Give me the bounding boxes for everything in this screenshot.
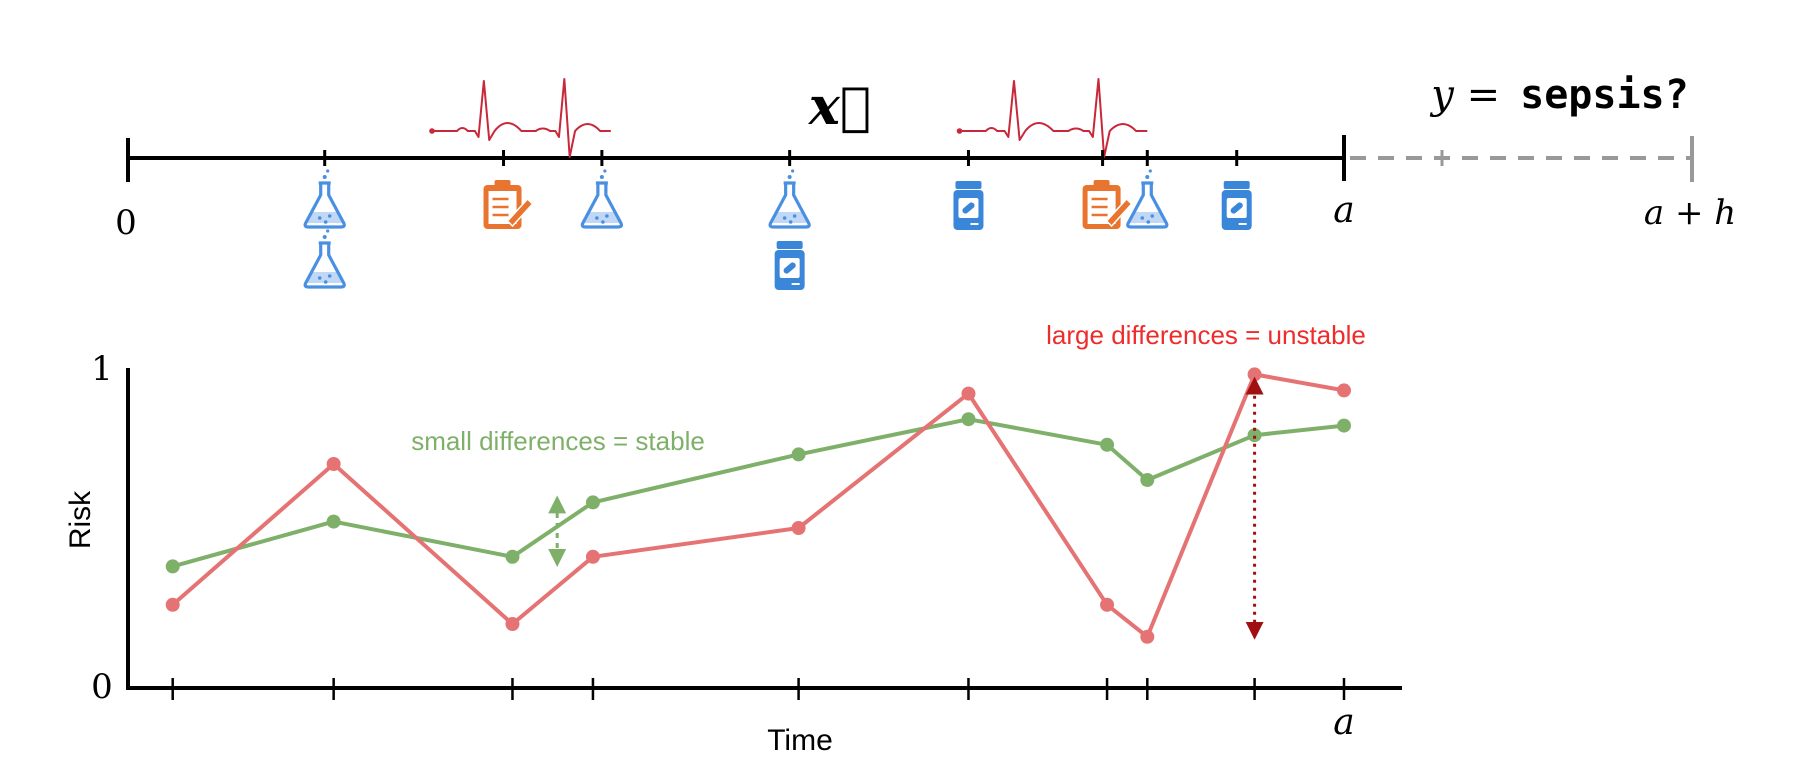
x-axis-end-label: a xyxy=(1333,702,1354,743)
data-point xyxy=(791,447,806,462)
input-vector-label: x⃗ xyxy=(808,76,871,137)
series xyxy=(165,367,1351,644)
prediction-target: y = sepsis? xyxy=(1429,72,1688,118)
target-prefix: y = xyxy=(1429,72,1500,118)
flask-icon xyxy=(1126,169,1169,229)
data-point xyxy=(1140,473,1155,487)
data-point xyxy=(1247,367,1262,382)
data-point xyxy=(326,514,341,529)
ecg-icon xyxy=(956,78,1148,158)
timeline-event xyxy=(303,150,346,289)
data-point xyxy=(326,457,341,471)
x-axis-label: Time xyxy=(767,724,833,757)
timeline-events xyxy=(303,150,1252,290)
timeline-event xyxy=(953,150,984,230)
timeline-horizon-label: a + h xyxy=(1644,193,1736,233)
data-point xyxy=(961,386,976,401)
ecg-icon xyxy=(429,78,611,158)
pill-bottle-icon xyxy=(1221,181,1252,230)
timeline-event xyxy=(1082,150,1133,229)
timeline-event xyxy=(580,150,624,229)
y-tick-label-bottom: 0 xyxy=(91,667,113,707)
data-point xyxy=(1140,629,1155,644)
clipboard-icon xyxy=(483,180,534,229)
difference-arrows xyxy=(548,376,1264,640)
data-point xyxy=(1100,597,1115,612)
flask-icon xyxy=(580,169,624,229)
data-point xyxy=(165,597,180,612)
series-0 xyxy=(165,412,1351,574)
data-point xyxy=(505,617,520,631)
y-axis-label: Risk xyxy=(64,490,97,549)
series-line xyxy=(171,372,1345,639)
data-point xyxy=(791,521,806,535)
data-point xyxy=(1337,418,1351,433)
timeline-event xyxy=(768,150,811,290)
target-word: sepsis? xyxy=(1520,72,1689,118)
stable-annotation: small differences = stable xyxy=(411,426,705,456)
timeline-start-label: 0 xyxy=(115,203,137,243)
clipboard-icon xyxy=(1082,180,1133,229)
ecg-traces xyxy=(429,78,1148,158)
pill-bottle-icon xyxy=(774,241,805,290)
y-tick-label-top: 1 xyxy=(91,349,113,389)
flask-icon xyxy=(768,169,811,229)
flask-icon xyxy=(303,169,346,229)
unstable-annotation: large differences = unstable xyxy=(1046,320,1366,350)
data-point xyxy=(1337,383,1351,398)
series-1 xyxy=(165,367,1351,644)
timeline: 0 a a + h x⃗ y = sepsis? xyxy=(115,72,1736,290)
data-point xyxy=(585,495,600,510)
data-point xyxy=(165,559,180,574)
data-point xyxy=(585,549,600,564)
timeline-end-label: a xyxy=(1333,190,1354,231)
flask-icon xyxy=(303,229,346,289)
data-point xyxy=(1100,437,1115,452)
series-line xyxy=(172,417,1345,569)
pill-bottle-icon xyxy=(953,181,984,230)
data-point xyxy=(961,412,976,427)
risk-chart: 1 0 Risk Time a small differences = stab… xyxy=(64,320,1402,757)
timeline-event xyxy=(1221,150,1252,230)
x-ticks xyxy=(171,678,1346,700)
timeline-event xyxy=(483,150,534,229)
data-point xyxy=(505,549,520,564)
timeline-event xyxy=(1126,150,1169,229)
